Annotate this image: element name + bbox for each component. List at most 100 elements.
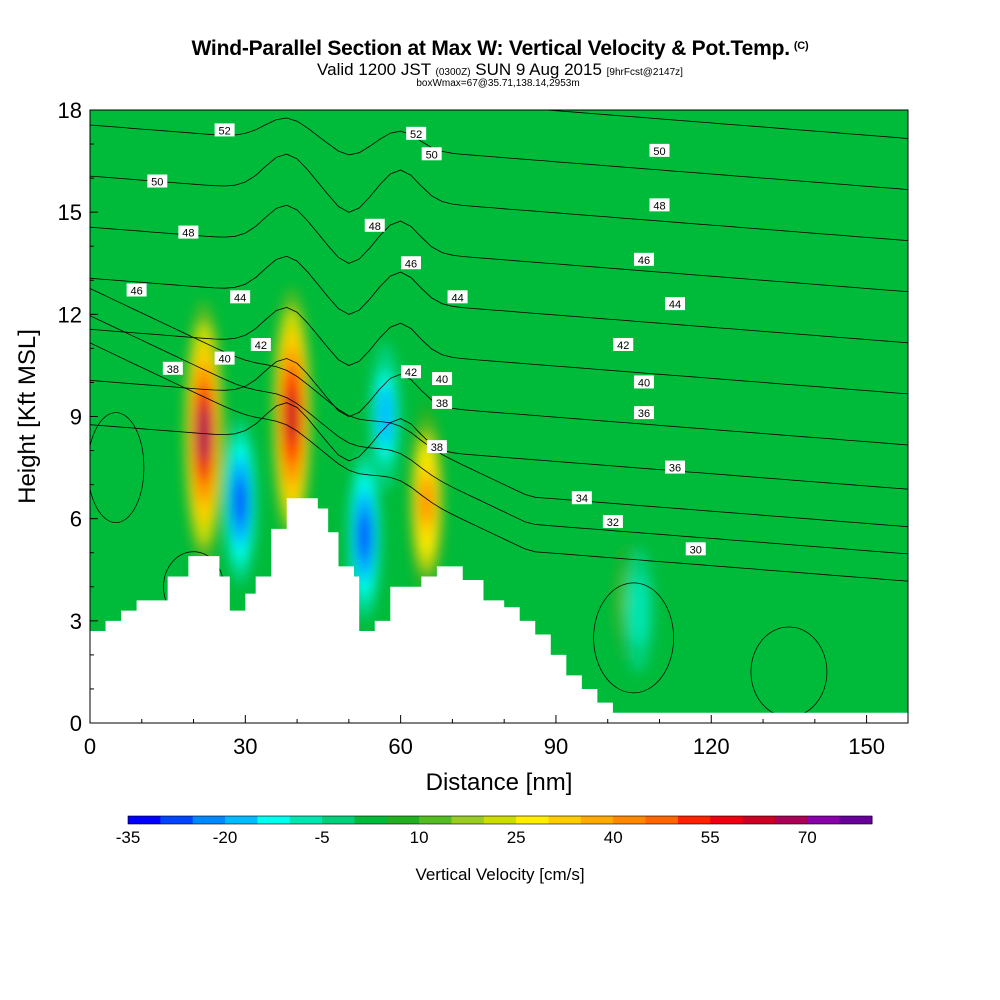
contour-label-10: 46: [633, 252, 654, 267]
contour-label-2: 50: [147, 174, 168, 189]
colorbar-tick-5: 40: [604, 828, 623, 847]
y-tick-label-5: 15: [58, 200, 82, 225]
title-units: (C): [793, 40, 809, 52]
subtitle-utc: (0300Z): [435, 67, 471, 78]
velocity-feature-1-5: [285, 388, 299, 445]
svg-text:32: 32: [607, 517, 619, 529]
colorbar-swatch-15: [613, 816, 647, 824]
contour-label-13: 44: [665, 297, 686, 311]
x-tick-label-1: 30: [233, 734, 257, 759]
contour-label-16: 42: [613, 337, 634, 352]
colorbar-swatch-16: [645, 816, 679, 824]
isentrope-42: [90, 255, 908, 344]
svg-text:44: 44: [234, 292, 246, 304]
chart-title: Wind-Parallel Section at Max W: Vertical…: [191, 37, 809, 60]
contour-label-8: 46: [126, 283, 147, 297]
svg-text:38: 38: [436, 398, 448, 410]
velocity-feature-4-5: [358, 514, 371, 557]
colorbar-swatch-2: [192, 816, 226, 824]
contour-label-20: 38: [162, 361, 183, 376]
velocity-feature-7-5: [632, 593, 645, 628]
svg-text:42: 42: [405, 367, 417, 379]
colorbar-tick-2: -5: [315, 828, 330, 847]
contour-label-24: 36: [665, 460, 686, 475]
colorbar-swatch-14: [580, 816, 614, 824]
y-tick-label-4: 12: [58, 302, 82, 327]
colorbar-tick-0: -35: [116, 828, 141, 847]
contour-label-15: 42: [400, 365, 421, 379]
contour-label-11: 44: [230, 290, 251, 304]
svg-text:50: 50: [653, 146, 665, 158]
colorbar-swatch-21: [807, 816, 841, 824]
contour-label-12: 44: [447, 290, 468, 304]
svg-text:48: 48: [369, 221, 381, 233]
colorbar-swatch-6: [322, 816, 355, 824]
colorbar-swatch-22: [839, 816, 873, 824]
contour-label-14: 42: [250, 337, 271, 352]
velocity-feature-2-5: [420, 478, 433, 525]
isentrope-52: [90, 16, 908, 88]
isentrope-44: [90, 204, 908, 293]
contour-label-26: 32: [602, 515, 623, 529]
terrain-mask: [90, 498, 908, 723]
lower-contour-0: [90, 412, 145, 523]
chart-subtitle: Valid 1200 JST (0300Z) SUN 9 Aug 2015 [9…: [0, 60, 1000, 80]
contour-label-7: 48: [649, 198, 670, 212]
colorbar-swatch-3: [225, 816, 258, 824]
svg-text:50: 50: [151, 177, 163, 189]
svg-text:50: 50: [426, 149, 438, 161]
colorbar-frame: [127, 815, 873, 825]
x-tick-label-5: 150: [848, 734, 885, 759]
contour-label-22: 38: [426, 440, 447, 454]
colorbar-swatch-1: [160, 816, 194, 824]
contour-label-18: 40: [432, 372, 453, 386]
isentrope-40: [90, 306, 908, 395]
colorbar-tick-6: 55: [701, 828, 720, 847]
colorbar-label: Vertical Velocity [cm/s]: [415, 865, 584, 884]
contour-label-25: 34: [571, 491, 592, 505]
chart-box-info: boxWmax=67@35.71,138.14,2953m: [416, 78, 580, 89]
contour-label-23: 36: [633, 406, 654, 420]
svg-text:36: 36: [669, 463, 681, 475]
x-tick-label-0: 0: [84, 734, 96, 759]
contour-label-3: 50: [421, 147, 442, 161]
y-tick-label-2: 6: [70, 507, 82, 532]
svg-text:42: 42: [255, 340, 267, 352]
velocity-feature-5-5: [379, 397, 392, 436]
contour-label-27: 30: [685, 542, 706, 556]
contour-label-0: 52: [214, 123, 235, 137]
svg-text:44: 44: [451, 292, 463, 304]
colorbar-tick-4: 25: [507, 828, 526, 847]
colorbar-swatch-12: [516, 816, 550, 824]
isentrope-32: [90, 315, 908, 555]
x-axis-label: Distance [nm]: [426, 769, 573, 796]
colorbar-tick-1: -20: [213, 828, 238, 847]
subtitle-valid: Valid 1200 JST: [317, 60, 431, 79]
svg-text:38: 38: [167, 364, 179, 376]
contour-label-21: 38: [432, 395, 453, 410]
colorbar-swatch-9: [419, 816, 452, 824]
svg-text:30: 30: [690, 544, 702, 556]
svg-text:40: 40: [638, 377, 650, 389]
colorbar-swatch-13: [548, 816, 582, 824]
y-axis-label: Height [Kft MSL]: [14, 329, 41, 504]
colorbar-tick-3: 10: [410, 828, 429, 847]
contour-label-1: 52: [406, 126, 427, 141]
svg-text:52: 52: [410, 129, 422, 141]
svg-text:42: 42: [617, 340, 629, 352]
svg-text:34: 34: [576, 493, 588, 505]
x-tick-label-2: 60: [388, 734, 412, 759]
isentrope-36: [90, 402, 908, 490]
svg-text:38: 38: [431, 442, 443, 454]
isentrope-30: [90, 342, 908, 582]
subtitle-forecast: [9hrFcst@2147z]: [606, 67, 683, 78]
isentrope-46: [90, 153, 908, 241]
colorbar-swatch-7: [354, 816, 388, 824]
svg-text:48: 48: [653, 200, 665, 212]
svg-text:44: 44: [669, 299, 681, 311]
colorbar-swatch-10: [451, 816, 485, 824]
svg-text:40: 40: [218, 354, 230, 366]
colorbar-swatch-8: [386, 816, 420, 824]
svg-text:48: 48: [182, 228, 194, 240]
